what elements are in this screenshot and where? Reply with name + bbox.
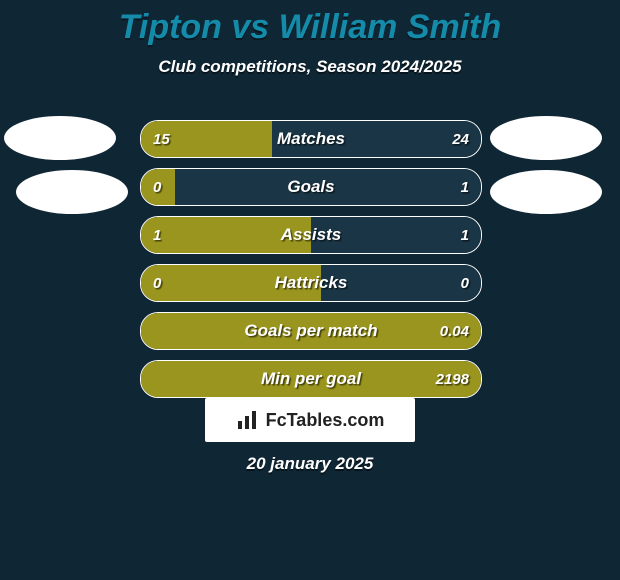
bar-chart-icon (236, 409, 260, 431)
page-title: Tipton vs William Smith (0, 0, 620, 47)
snapshot-date: 20 january 2025 (0, 454, 620, 474)
stat-value-right: 1 (461, 217, 469, 253)
stat-value-right: 0.04 (440, 313, 469, 349)
stat-bar-right (321, 265, 481, 301)
stat-value-right: 24 (452, 121, 469, 157)
stat-bar-left (141, 265, 321, 301)
stat-value-left: 0 (153, 265, 161, 301)
stat-value-right: 0 (461, 265, 469, 301)
stat-row: 11Assists (140, 216, 482, 254)
logo-text: FcTables.com (266, 410, 385, 431)
stat-value-left: 15 (153, 121, 170, 157)
crest-right-placeholder (490, 170, 602, 214)
stat-bar-left (141, 313, 481, 349)
stat-bar-left (141, 217, 311, 253)
stat-bar-right (175, 169, 481, 205)
stat-value-left: 1 (153, 217, 161, 253)
stat-bar-left (141, 361, 481, 397)
stat-row: 2198Min per goal (140, 360, 482, 398)
stat-row: 01Goals (140, 168, 482, 206)
stat-bar-right (272, 121, 481, 157)
stat-value-left: 0 (153, 169, 161, 205)
crest-left-placeholder (16, 170, 128, 214)
stat-value-right: 1 (461, 169, 469, 205)
stat-value-right: 2198 (436, 361, 469, 397)
page-subtitle: Club competitions, Season 2024/2025 (0, 57, 620, 77)
stat-row: 0.04Goals per match (140, 312, 482, 350)
fctables-logo: FcTables.com (205, 398, 415, 442)
stat-row: 1524Matches (140, 120, 482, 158)
stat-row: 00Hattricks (140, 264, 482, 302)
stat-bar-right (311, 217, 481, 253)
comparison-panel: 1524Matches01Goals11Assists00Hattricks0.… (140, 120, 482, 408)
crest-left-placeholder (4, 116, 116, 160)
crest-right-placeholder (490, 116, 602, 160)
